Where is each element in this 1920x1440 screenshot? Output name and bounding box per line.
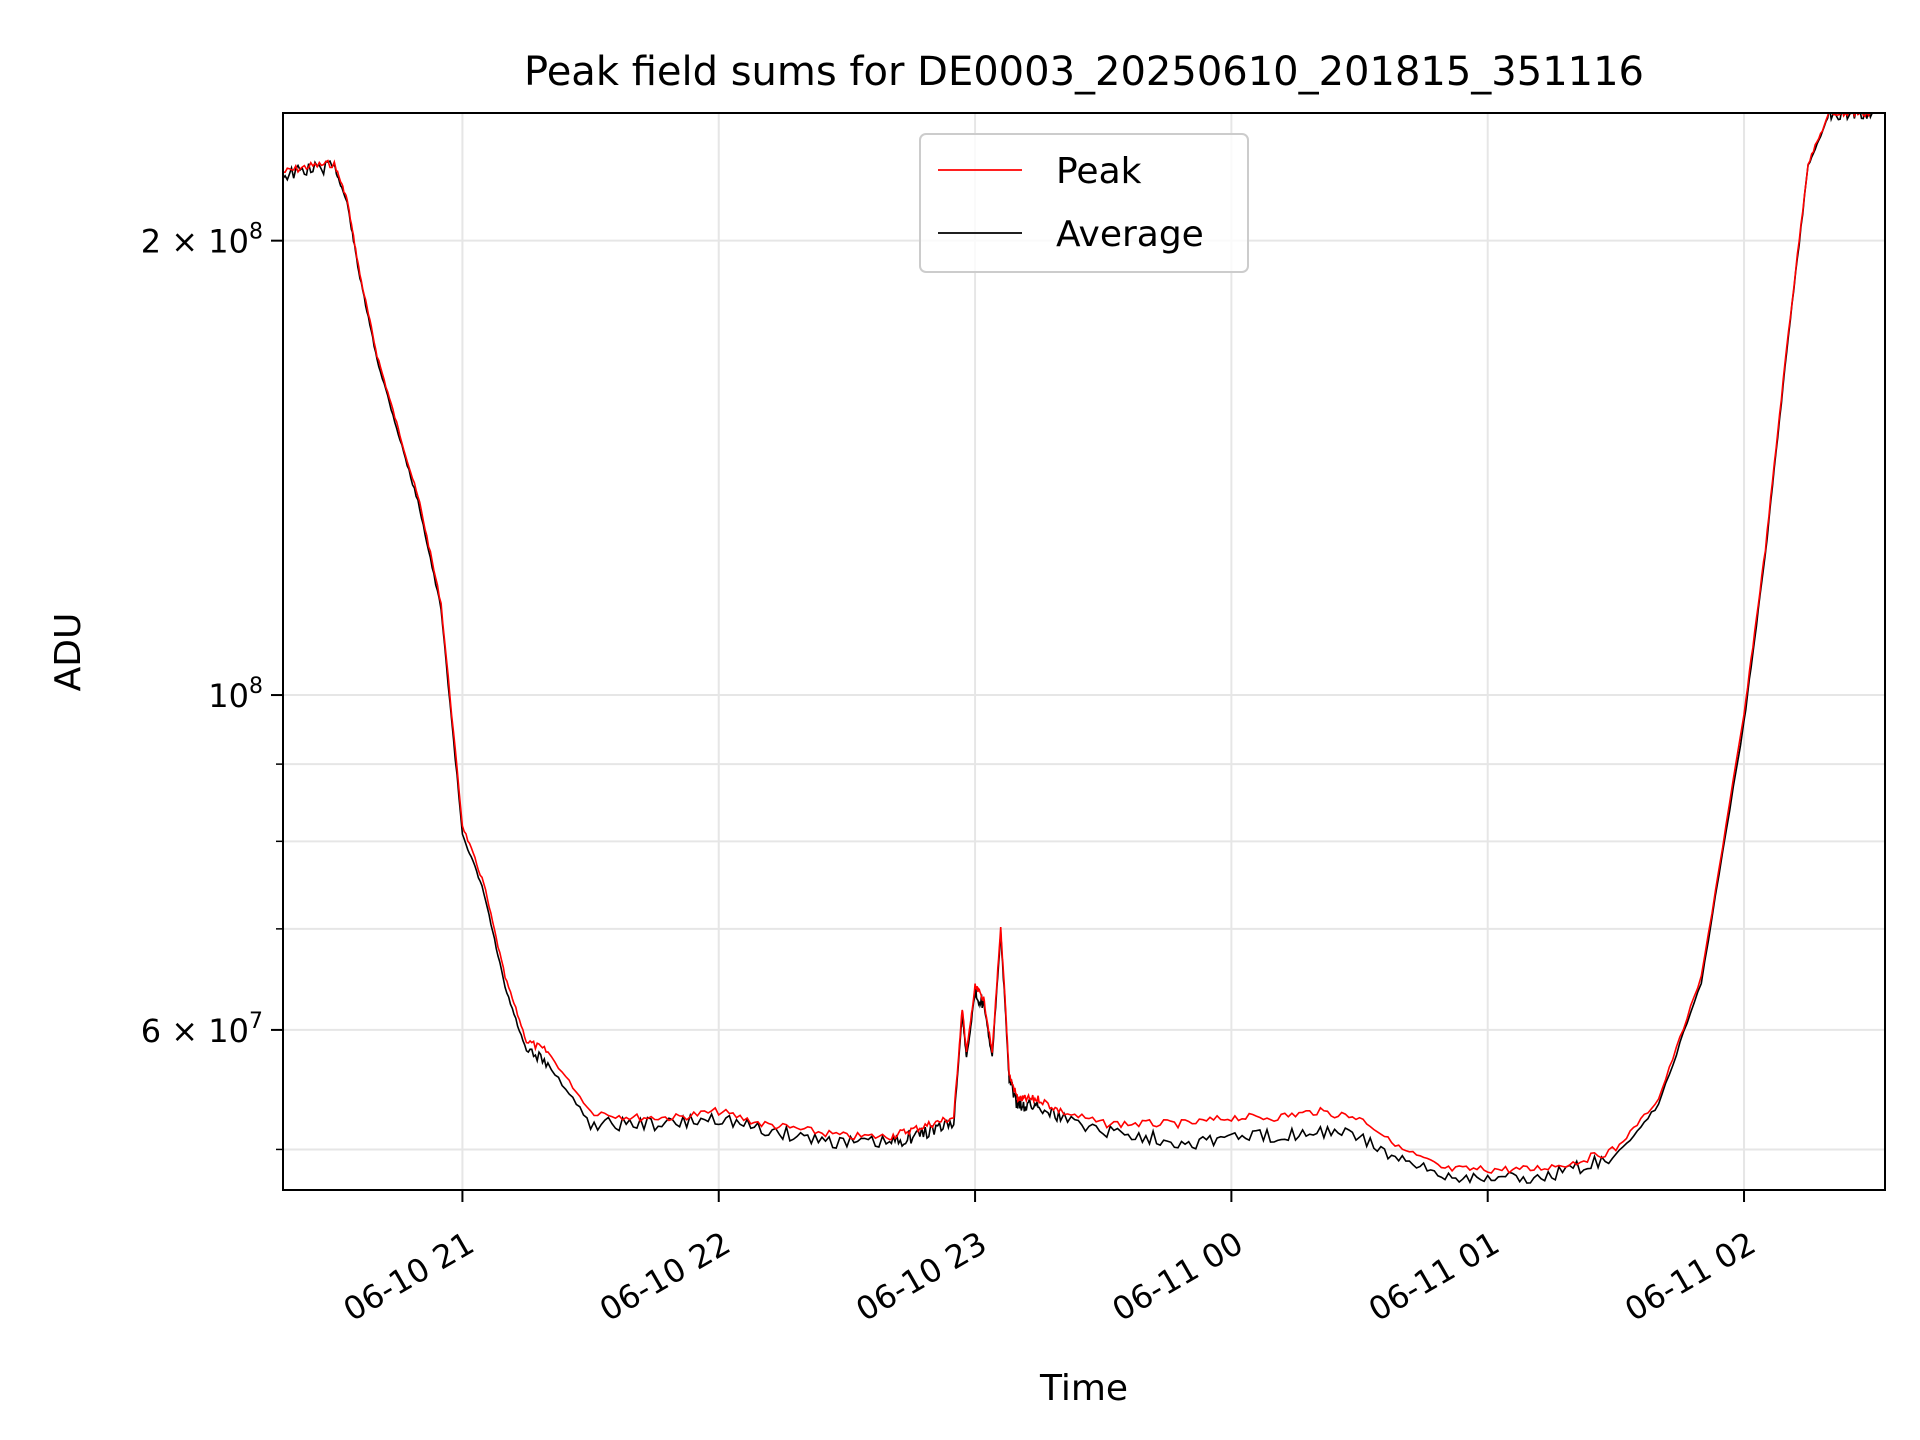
legend: Peak Average xyxy=(919,133,1249,273)
plot-lines xyxy=(283,113,1873,1185)
legend-label-average: Average xyxy=(1056,214,1204,255)
plot-frame xyxy=(282,112,1886,1191)
y-axis: 2 × 108 108 6 × 107 xyxy=(141,220,283,1151)
legend-box xyxy=(919,133,1249,273)
y-tick-label: 2 × 108 xyxy=(141,220,263,261)
y-axis-label: ADU xyxy=(48,613,89,692)
y-tick-label: 108 xyxy=(208,674,263,715)
legend-label-peak: Peak xyxy=(1056,151,1142,192)
chart-title: Peak field sums for DE0003_20250610_2018… xyxy=(524,49,1644,95)
series-line-peak xyxy=(283,113,1873,1174)
x-axis-label: Time xyxy=(1039,1368,1128,1409)
series-line-average xyxy=(283,113,1873,1185)
y-tick-label: 6 × 107 xyxy=(141,1009,263,1050)
